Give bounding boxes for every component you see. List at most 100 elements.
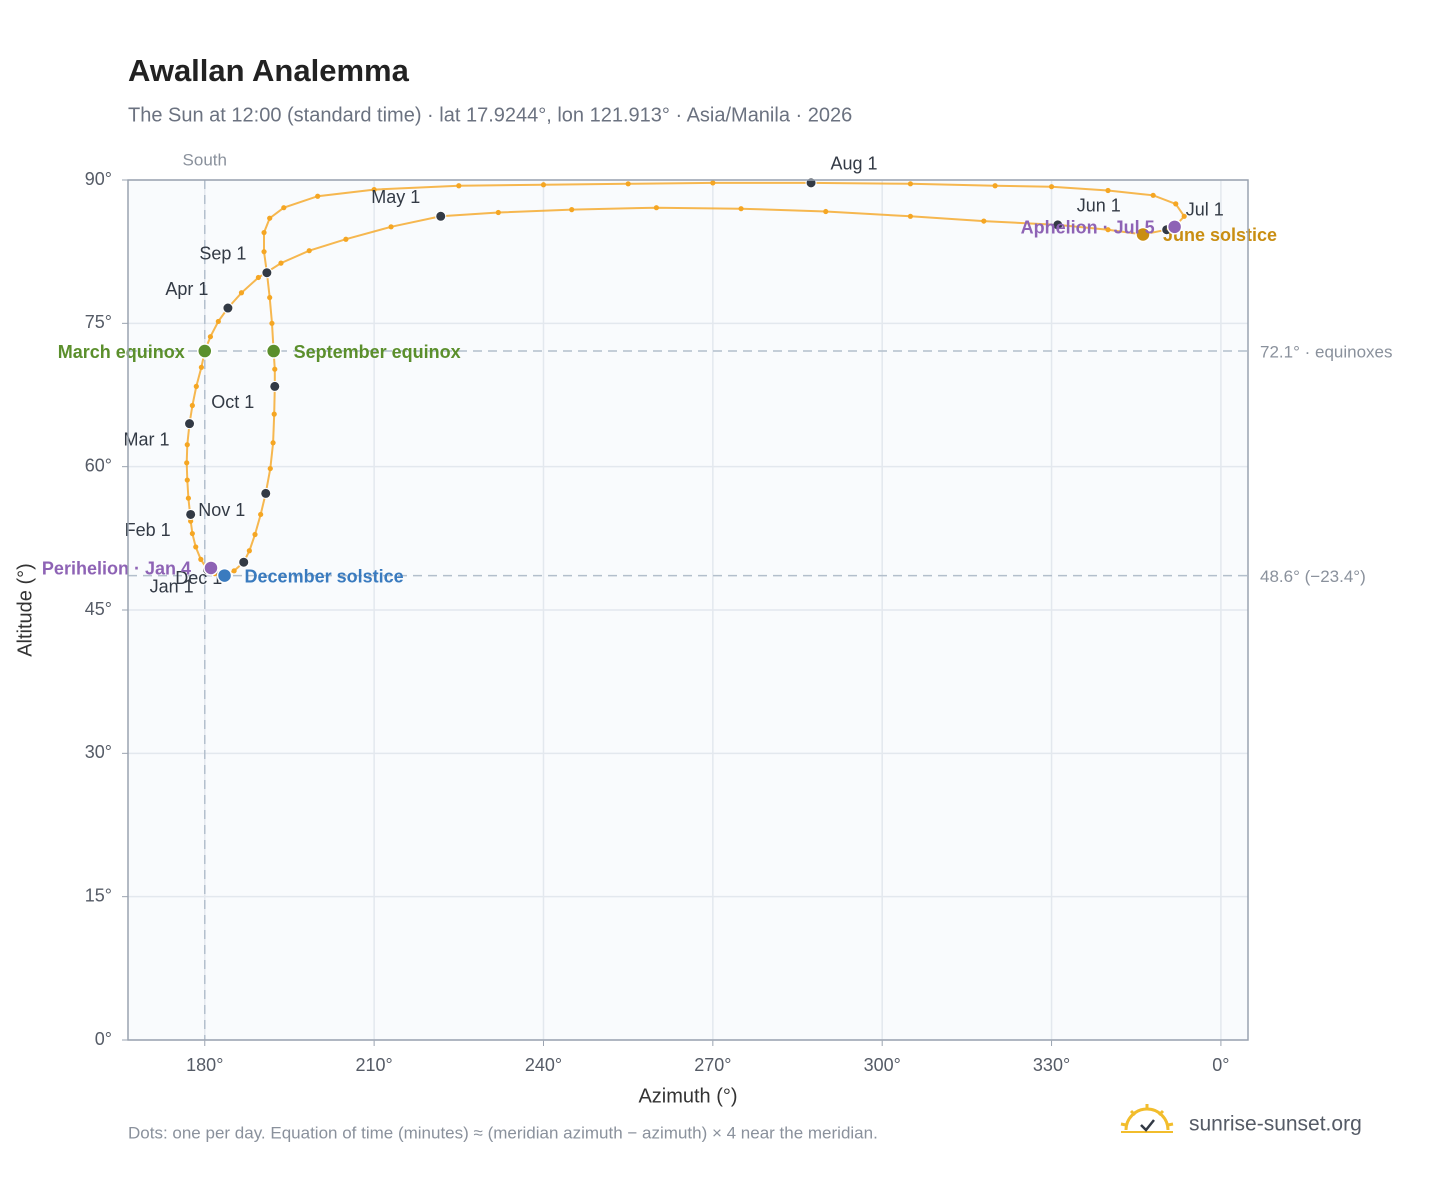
month-label: Jun 1 (1077, 196, 1121, 216)
reference-label: 48.6° (−23.4°) (1260, 567, 1366, 586)
month-marker (185, 508, 197, 520)
event-label: Perihelion · Jan 4 (42, 559, 191, 579)
brand: sunrise-sunset.org (1189, 1113, 1362, 1136)
month-label: Jan 1 (150, 577, 194, 597)
day-dot (278, 260, 284, 266)
day-dot (184, 477, 190, 483)
month-marker (269, 380, 281, 392)
event-marker (1135, 226, 1151, 243)
event-label: March equinox (58, 342, 185, 362)
month-marker (184, 418, 196, 430)
month-marker (238, 556, 250, 568)
month-label: Apr 1 (165, 279, 208, 299)
chart-title: Awallan Analemma (128, 53, 410, 88)
event-marker (197, 343, 213, 359)
y-tick-label: 90° (85, 169, 112, 189)
month-label: May 1 (371, 187, 420, 207)
day-dot (184, 460, 190, 466)
day-dot (231, 568, 237, 574)
month-marker (261, 267, 273, 279)
y-tick-label: 75° (85, 312, 112, 332)
day-dot (267, 465, 273, 472)
month-label: Nov 1 (198, 500, 245, 520)
y-tick-label: 45° (85, 599, 112, 619)
day-dot (269, 320, 275, 326)
x-tick-label: 330° (1033, 1055, 1070, 1075)
day-dot (569, 207, 575, 213)
day-dot (261, 229, 267, 236)
day-dot (1048, 184, 1055, 190)
day-dot (495, 209, 501, 216)
x-tick-label: 270° (694, 1055, 731, 1075)
day-dot (189, 530, 195, 537)
day-dot (207, 334, 214, 340)
day-dot (238, 290, 245, 296)
month-marker (435, 210, 447, 222)
marks: Jan 1 Feb 1 Mar 1 Apr 1 May 1 Jun 1 Jul 1 Aug 1… (42, 154, 1277, 597)
chart-subtitle: The Sun at 12:00 (standard time) · lat 1… (128, 104, 852, 126)
day-dot (1150, 192, 1156, 198)
reference-lines (128, 180, 1248, 1040)
x-tick-label: 180° (186, 1055, 223, 1075)
day-dot (252, 531, 258, 538)
day-dot (1181, 213, 1187, 219)
month-label: Sep 1 (199, 243, 246, 263)
day-dot (1173, 201, 1179, 207)
day-dot (1105, 187, 1111, 194)
day-dot (281, 205, 287, 211)
event-marker (1166, 219, 1183, 235)
day-dot (907, 181, 914, 187)
y-axis-label: Altitude (°) (14, 563, 36, 657)
day-dot (653, 205, 659, 211)
day-dot (261, 249, 267, 255)
reference-label: 72.1° · equinoxes (1260, 343, 1393, 362)
event-label: December solstice (245, 566, 404, 586)
footnote: Dots: one per day. Equation of time (min… (128, 1123, 878, 1142)
day-dot (315, 193, 321, 199)
day-dot (625, 181, 631, 187)
day-dot (258, 511, 264, 518)
day-dot (185, 495, 192, 501)
event-marker (203, 560, 219, 576)
day-dot (193, 383, 199, 389)
day-dot (267, 294, 273, 301)
month-marker (260, 487, 272, 499)
x-tick-label: 0° (1212, 1055, 1229, 1075)
day-dot (246, 548, 252, 554)
month-marker (1052, 219, 1064, 231)
day-dot (193, 544, 199, 550)
day-dot (343, 236, 349, 242)
day-dot (1105, 227, 1111, 233)
month-label: Jul 1 (1186, 199, 1224, 219)
plot-border (127, 179, 1249, 1041)
day-dot (189, 402, 195, 409)
day-dot (255, 274, 262, 281)
day-dot (272, 366, 278, 372)
day-dot (456, 183, 462, 189)
day-dot (992, 183, 998, 189)
day-dot (738, 206, 744, 212)
month-marker (222, 302, 234, 314)
day-dot (188, 518, 194, 524)
day-dot (198, 556, 204, 562)
day-dot (371, 186, 377, 193)
x-tick-label: 300° (864, 1055, 901, 1075)
day-dot (907, 213, 914, 219)
day-dot (184, 442, 190, 448)
day-dot (388, 224, 394, 230)
event-marker (265, 343, 282, 359)
day-dot (540, 182, 547, 188)
y-tick-label: 15° (85, 885, 112, 905)
reference-label: South (183, 150, 227, 169)
day-dot (981, 218, 987, 224)
day-dot (306, 248, 312, 254)
day-dot (267, 215, 273, 221)
day-dot (271, 411, 277, 417)
day-dot (215, 318, 221, 325)
y-tick-label: 0° (95, 1029, 112, 1049)
y-tick-label: 60° (85, 455, 112, 475)
month-label: Mar 1 (124, 429, 170, 449)
event-label: Aphelion · Jul 5 (1021, 218, 1155, 238)
month-label: Aug 1 (831, 154, 878, 174)
